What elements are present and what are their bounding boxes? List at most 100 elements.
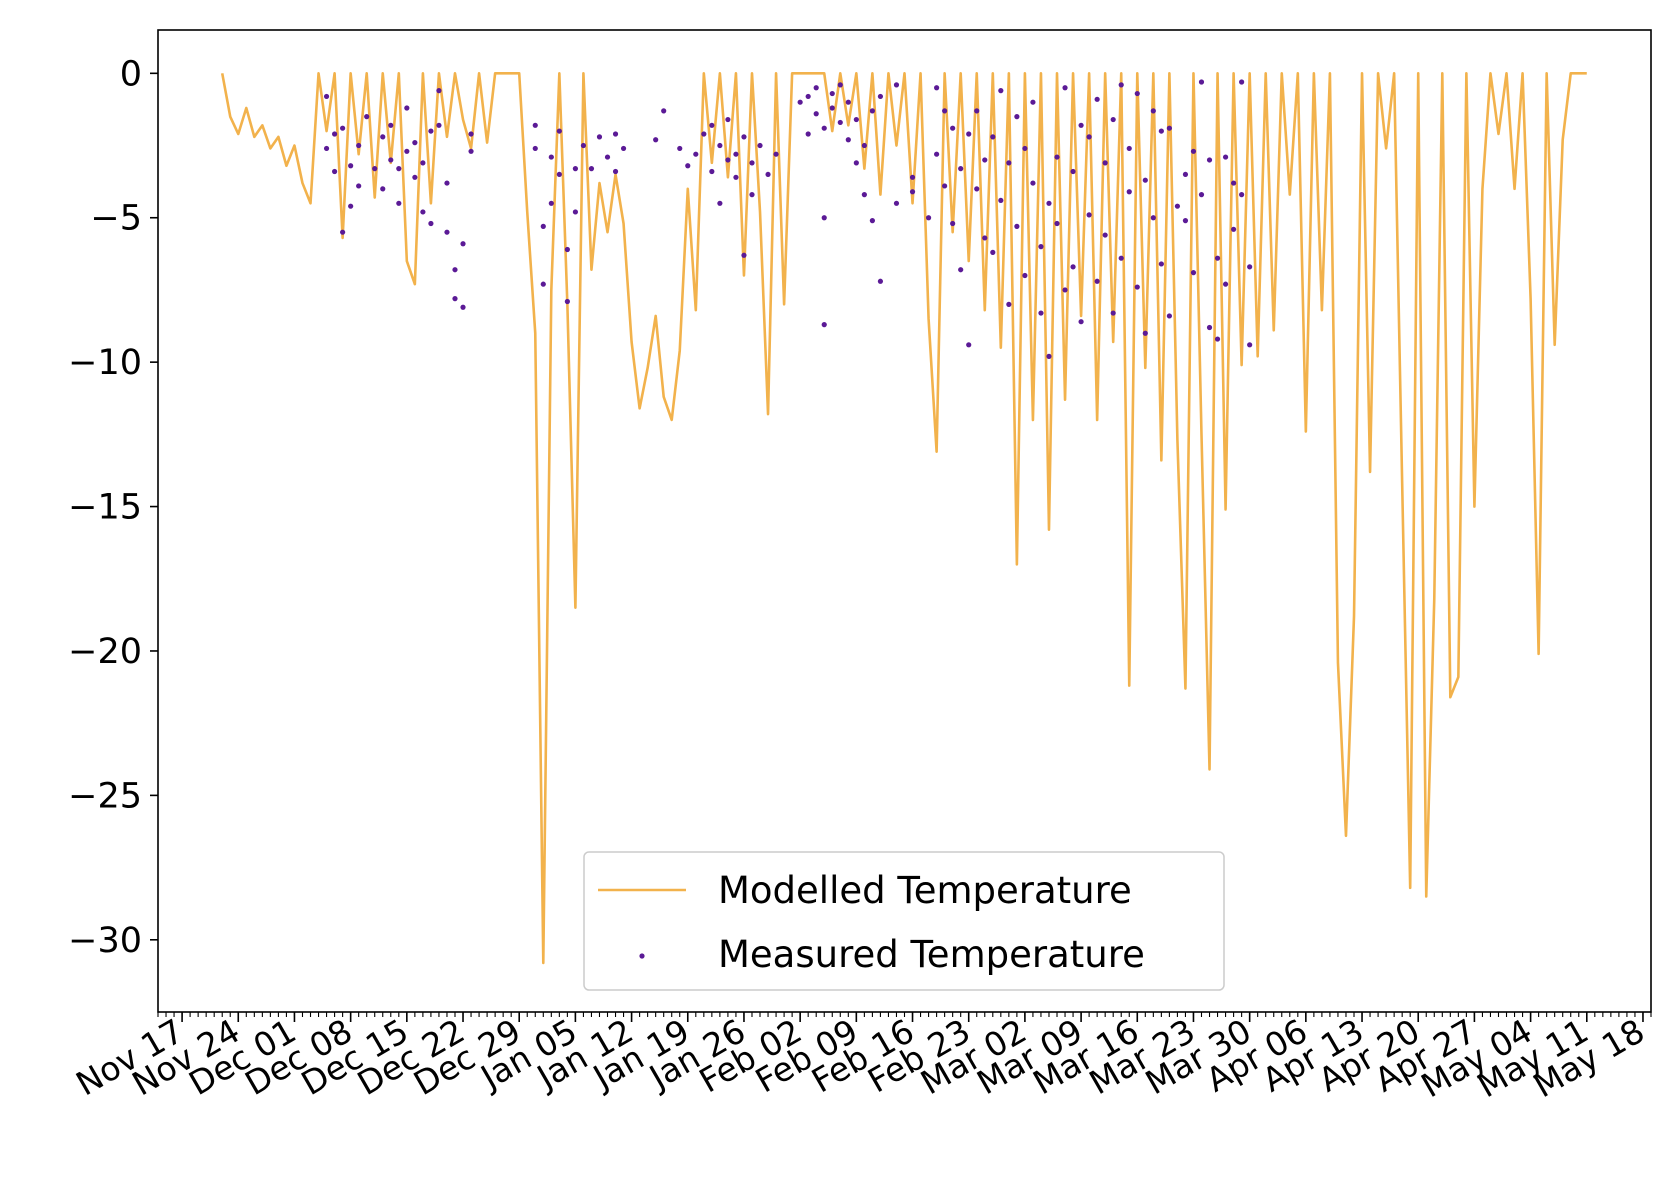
measured-temperature-point [1166, 125, 1172, 131]
measured-temperature-point [853, 160, 859, 166]
measured-temperature-point [1239, 192, 1245, 198]
measured-temperature-point [323, 93, 330, 100]
measured-temperature-point [837, 82, 843, 88]
measured-temperature-point [356, 183, 362, 189]
measured-temperature-point [540, 281, 546, 287]
measured-temperature-point [436, 122, 442, 128]
measured-temperature-point [604, 154, 611, 160]
measured-temperature-point [1102, 160, 1108, 166]
measured-temperature-point [829, 90, 835, 97]
measured-temperature-point [821, 125, 827, 131]
measured-temperature-point [1150, 108, 1156, 114]
measured-temperature-point [468, 131, 474, 137]
measured-temperature-point [452, 296, 458, 302]
measured-temperature-point [596, 134, 603, 140]
y-tick-label: −10 [68, 343, 142, 383]
measured-temperature-point [548, 154, 554, 160]
measured-temperature-point [1166, 313, 1172, 319]
measured-temperature-point [925, 215, 932, 221]
measured-temperature-point [934, 85, 940, 91]
y-tick-label: −15 [68, 488, 142, 528]
measured-temperature-point [773, 151, 779, 157]
measured-temperature-point [1214, 336, 1221, 342]
measured-temperature-point [1022, 145, 1028, 152]
measured-temperature-point [805, 131, 811, 137]
measured-temperature-point [1222, 154, 1229, 160]
measured-temperature-point [1247, 264, 1253, 270]
measured-temperature-point [1070, 264, 1076, 270]
measured-temperature-point [1110, 116, 1116, 123]
measured-temperature-point [861, 142, 867, 149]
measured-temperature-point [982, 157, 988, 163]
measured-temperature-point [436, 88, 442, 94]
measured-temperature-point [998, 88, 1004, 94]
measured-temperature-point [1062, 85, 1068, 91]
measured-temperature-point [468, 148, 474, 154]
measured-temperature-point [909, 174, 916, 180]
y-tick-label: −5 [90, 199, 142, 239]
measured-temperature-point [1158, 128, 1164, 134]
measured-temperature-point [444, 180, 450, 186]
measured-temperature-point [661, 108, 667, 114]
measured-temperature-point [1198, 192, 1205, 198]
measured-temperature-point [974, 108, 980, 114]
measured-temperature-point [982, 235, 988, 241]
legend-modelled-label: Modelled Temperature [718, 869, 1132, 912]
measured-temperature-point [709, 122, 715, 128]
measured-temperature-point [1182, 218, 1189, 224]
legend: Modelled Temperature Measured Temperatur… [583, 851, 1225, 991]
measured-temperature-point [380, 186, 386, 192]
measured-temperature-point [564, 246, 570, 253]
measured-temperature-point [412, 174, 418, 180]
measured-temperature-point [1231, 226, 1237, 232]
measured-temperature-point [821, 215, 827, 221]
measured-temperature-point [685, 163, 691, 169]
measured-temperature-point [1094, 96, 1100, 102]
measured-temperature-point [1030, 99, 1036, 105]
measured-temperature-point [1086, 212, 1092, 218]
measured-temperature-point [331, 168, 338, 175]
measured-temperature-point [733, 174, 739, 180]
measured-temperature-point [950, 220, 956, 227]
measured-temperature-point [1054, 154, 1060, 160]
measured-temperature-point [612, 131, 619, 137]
measured-temperature-point [805, 93, 811, 100]
measured-temperature-point [1110, 310, 1116, 316]
measured-temperature-point [1206, 157, 1213, 163]
measured-temperature-point [420, 160, 426, 166]
measured-temperature-point [998, 197, 1004, 204]
measured-temperature-point [733, 151, 739, 157]
measured-temperature-point [749, 192, 755, 198]
measured-temperature-point [1094, 278, 1100, 284]
measured-temperature-point [388, 157, 394, 163]
measured-temperature-point [1142, 330, 1148, 336]
measured-temperature-point [813, 111, 819, 117]
measured-temperature-point [845, 137, 851, 143]
measured-temperature-point [1038, 310, 1044, 316]
measured-temperature-point [1070, 168, 1076, 175]
measured-temperature-point [990, 249, 996, 255]
measured-temperature-point [331, 131, 338, 137]
measured-temperature-point [693, 151, 699, 157]
measured-temperature-point [1158, 261, 1164, 267]
y-tick-label: 0 [120, 54, 142, 94]
measured-temperature-point [620, 145, 627, 152]
measured-temperature-point [556, 171, 562, 178]
measured-temperature-point [1126, 189, 1132, 195]
measured-temperature-point [1102, 232, 1108, 238]
measured-temperature-point [1134, 90, 1140, 97]
measured-temperature-point [1206, 324, 1213, 331]
measured-temperature-point [420, 209, 426, 215]
measured-temperature-point [412, 140, 418, 146]
measured-temperature-point [797, 99, 803, 105]
measured-temperature-point [893, 200, 900, 206]
measured-temperature-point [877, 278, 884, 284]
measured-temperature-point [869, 108, 875, 114]
measured-temperature-point [765, 171, 771, 178]
measured-temperature-point [1239, 79, 1245, 85]
measured-temperature-point [1054, 220, 1060, 227]
measured-temperature-point [364, 114, 370, 120]
measured-temperature-point [1247, 342, 1253, 348]
y-tick-label: −30 [68, 921, 142, 961]
